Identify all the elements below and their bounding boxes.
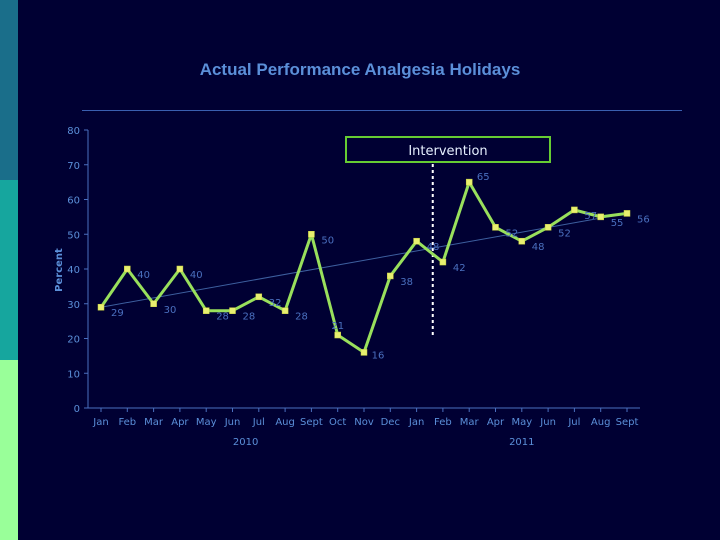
intervention-box: [345, 136, 551, 163]
data-point: [623, 210, 631, 217]
x-tick-label: Dec: [381, 417, 400, 428]
data-label: 21: [331, 321, 344, 332]
data-label: 30: [164, 305, 177, 316]
y-tick-label: 20: [67, 335, 80, 346]
data-label: 56: [637, 214, 650, 225]
y-tick-label: 60: [67, 196, 80, 207]
data-point: [387, 272, 394, 280]
data-point: [413, 237, 420, 245]
x-tick-label: Mar: [144, 417, 164, 428]
data-point: [97, 303, 105, 311]
data-label: 32: [269, 298, 282, 309]
y-tick-label: 50: [67, 230, 80, 241]
data-point: [176, 265, 184, 273]
trendline: [100, 212, 628, 308]
data-label: 38: [400, 277, 413, 288]
y-tick-label: 0: [74, 404, 80, 415]
data-point: [360, 349, 368, 356]
data-point: [334, 331, 341, 339]
x-tick-label: Jul: [252, 417, 265, 428]
data-label: 40: [137, 270, 150, 281]
x-tick-label: Apr: [171, 417, 189, 428]
y-tick-label: 10: [67, 369, 80, 380]
x-tick-label: Jul: [567, 417, 580, 428]
data-point: [229, 307, 236, 314]
year-label: 2011: [509, 437, 534, 448]
x-tick-label: Aug: [591, 417, 611, 428]
data-label: 28: [216, 312, 229, 323]
y-axis-title: Percent: [54, 248, 65, 292]
data-label: 50: [321, 235, 334, 246]
x-tick-label: Aug: [275, 417, 295, 428]
decor-strip-bottom: [0, 360, 18, 540]
decor-strip-middle: [0, 180, 18, 360]
y-tick-label: 30: [67, 300, 80, 311]
title-rule: [82, 110, 682, 111]
x-tick-label: Sept: [616, 417, 639, 428]
data-label: 28: [295, 312, 308, 323]
data-label: 29: [111, 308, 124, 319]
x-tick-label: May: [511, 417, 532, 428]
y-tick-label: 70: [67, 161, 80, 172]
x-tick-label: May: [196, 417, 217, 428]
data-label: 42: [453, 263, 466, 274]
data-point: [308, 231, 315, 238]
data-point: [150, 300, 157, 307]
x-tick-label: Jun: [224, 417, 241, 428]
x-tick-label: Jan: [92, 417, 108, 428]
data-point: [465, 178, 473, 186]
year-label: 2010: [233, 437, 258, 448]
data-label: 16: [372, 350, 385, 361]
data-label: 55: [611, 218, 624, 229]
data-point: [439, 258, 447, 266]
data-point: [124, 265, 131, 273]
x-tick-label: Jun: [539, 417, 556, 428]
data-label: 52: [506, 228, 519, 239]
x-tick-label: Feb: [434, 417, 452, 428]
data-label: 48: [427, 242, 440, 253]
data-label: 52: [558, 228, 571, 239]
data-point: [571, 206, 578, 214]
x-tick-label: Mar: [460, 417, 480, 428]
x-tick-label: Oct: [329, 417, 346, 428]
x-tick-label: Nov: [354, 417, 374, 428]
data-point: [255, 293, 263, 301]
x-tick-label: Sept: [300, 417, 323, 428]
y-tick-label: 80: [67, 126, 80, 137]
data-label: 48: [532, 242, 545, 253]
data-point: [202, 307, 210, 314]
data-point: [597, 213, 604, 221]
data-label: 40: [190, 270, 203, 281]
y-tick-label: 40: [67, 265, 80, 276]
data-point: [281, 307, 289, 314]
data-label: 65: [477, 172, 490, 183]
intervention-label: Intervention: [408, 144, 487, 159]
data-point: [518, 237, 526, 245]
data-point: [544, 224, 552, 231]
x-tick-label: Feb: [118, 417, 136, 428]
data-label: 57: [584, 211, 597, 222]
chart-title: Actual Performance Analgesia Holidays: [199, 60, 521, 79]
x-tick-label: Jan: [408, 417, 424, 428]
x-tick-label: Apr: [487, 417, 505, 428]
data-point: [492, 224, 499, 231]
data-label: 28: [243, 312, 256, 323]
decor-strip-top: [0, 0, 18, 180]
